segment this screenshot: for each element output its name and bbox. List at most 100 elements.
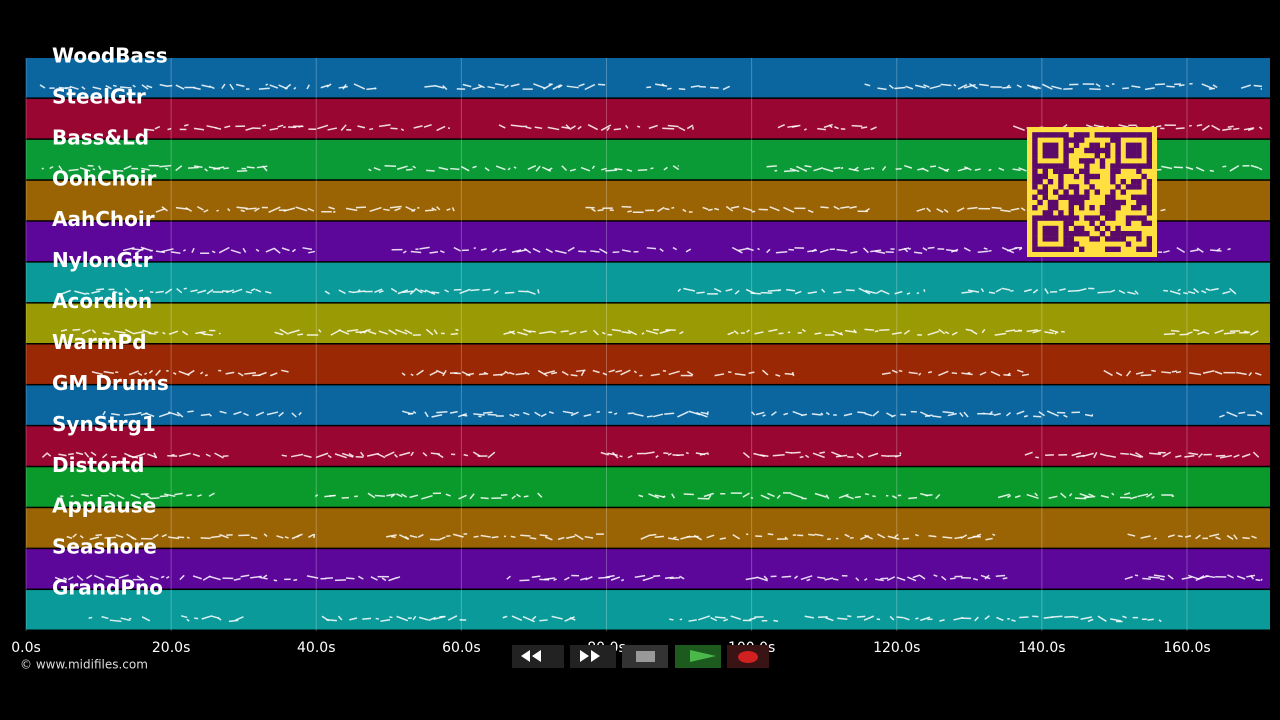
note: [1011, 619, 1016, 622]
note: [613, 412, 618, 416]
note: [928, 534, 937, 538]
note: [1253, 84, 1263, 88]
qr-cell: [1073, 173, 1080, 180]
note: [1214, 370, 1223, 375]
note: [165, 167, 169, 171]
qr-cell: [1037, 173, 1043, 180]
qr-cell: [1136, 184, 1142, 190]
note: [601, 331, 606, 335]
track-lane: [26, 58, 1270, 98]
qr-cell: [1047, 236, 1054, 242]
note: [824, 577, 834, 581]
note: [436, 206, 441, 211]
note: [832, 578, 839, 581]
track-name: Bass&Ld: [52, 125, 149, 149]
qr-cell: [1084, 231, 1090, 237]
note: [733, 330, 739, 335]
note: [1227, 574, 1234, 579]
note: [1026, 84, 1038, 90]
qr-cell: [1105, 215, 1111, 221]
note: [784, 536, 789, 541]
note: [562, 410, 574, 414]
note: [453, 246, 461, 252]
note: [1233, 454, 1240, 458]
note: [67, 576, 74, 581]
note: [447, 615, 458, 621]
note: [444, 289, 450, 293]
qr-cell: [1058, 246, 1064, 252]
note: [667, 87, 672, 90]
qr-cell: [1120, 236, 1126, 242]
qr-cell: [1094, 173, 1100, 180]
qr-cell: [1125, 220, 1132, 226]
note: [544, 370, 556, 375]
note: [723, 618, 729, 622]
note: [196, 205, 204, 211]
note: [218, 246, 230, 254]
qr-cell: [1146, 246, 1152, 252]
note: [976, 533, 982, 537]
note: [949, 577, 956, 580]
note: [438, 536, 446, 541]
note: [1226, 411, 1238, 418]
qr-cell: [1146, 194, 1152, 200]
note: [600, 124, 612, 131]
note: [368, 330, 377, 335]
note: [1026, 493, 1039, 500]
note: [245, 127, 254, 131]
note: [258, 371, 267, 377]
qr-cell: [1094, 215, 1100, 221]
note: [1158, 619, 1162, 623]
note: [133, 331, 144, 335]
note: [58, 165, 63, 171]
qr-cell: [1110, 189, 1116, 195]
note: [1154, 83, 1166, 86]
note: [914, 533, 919, 537]
note: [819, 451, 826, 454]
note: [659, 248, 664, 252]
note: [564, 576, 570, 581]
note: [1176, 370, 1182, 374]
note: [429, 251, 439, 254]
note: [355, 206, 367, 209]
note: [510, 535, 516, 539]
note: [662, 495, 666, 499]
qr-cell: [1084, 179, 1090, 185]
note: [1042, 83, 1053, 90]
note: [856, 452, 864, 459]
note: [863, 167, 871, 171]
note: [136, 575, 145, 582]
note: [1208, 533, 1220, 538]
qr-cell: [1073, 137, 1080, 143]
qr-cell: [1068, 168, 1074, 174]
time-tick: 0.0s: [11, 640, 41, 656]
note: [1137, 493, 1149, 498]
note: [1201, 124, 1210, 132]
note: [141, 84, 149, 90]
note: [245, 290, 252, 294]
note: [1184, 535, 1192, 538]
note: [783, 412, 789, 416]
note: [1084, 413, 1094, 417]
note: [1120, 452, 1129, 455]
qr-cell: [1079, 246, 1085, 252]
note: [699, 452, 709, 456]
note: [700, 411, 709, 415]
note: [281, 247, 290, 252]
qr-cell: [1042, 215, 1048, 221]
track-name: Distortd: [52, 453, 144, 477]
note: [1196, 247, 1204, 253]
qr-cell: [1105, 210, 1111, 216]
note: [891, 495, 898, 499]
note: [446, 208, 451, 211]
note: [627, 329, 638, 336]
qr-cell: [1099, 220, 1106, 226]
note: [187, 166, 199, 169]
note: [484, 167, 490, 172]
note: [1097, 615, 1107, 622]
note: [1216, 247, 1221, 252]
qr-cell: [1099, 158, 1106, 164]
note: [661, 83, 665, 87]
note: [218, 332, 221, 335]
note: [784, 372, 794, 376]
